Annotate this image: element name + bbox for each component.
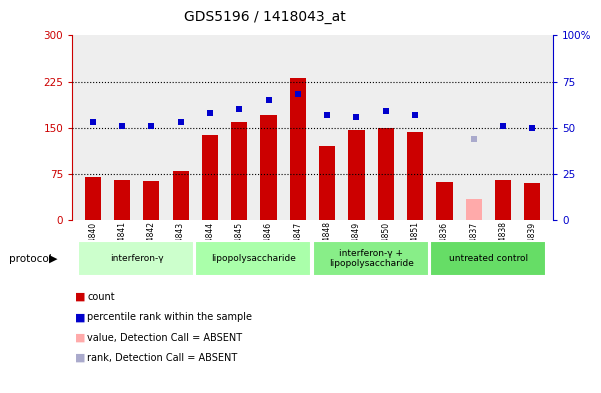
- Bar: [436, 182, 453, 220]
- Text: GDS5196 / 1418043_at: GDS5196 / 1418043_at: [183, 10, 346, 24]
- Bar: [78, 241, 194, 276]
- Bar: [466, 198, 482, 220]
- Bar: [143, 181, 159, 220]
- Bar: [524, 183, 540, 220]
- Bar: [85, 177, 101, 220]
- Text: untreated control: untreated control: [449, 254, 528, 263]
- Text: interferon-γ: interferon-γ: [110, 254, 163, 263]
- Bar: [260, 116, 276, 220]
- Text: count: count: [87, 292, 115, 302]
- Text: ■: ■: [75, 353, 85, 363]
- Bar: [195, 241, 311, 276]
- Text: value, Detection Call = ABSENT: value, Detection Call = ABSENT: [87, 332, 242, 343]
- Text: percentile rank within the sample: percentile rank within the sample: [87, 312, 252, 322]
- Text: interferon-γ +
lipopolysaccharide: interferon-γ + lipopolysaccharide: [329, 249, 413, 268]
- Bar: [378, 128, 394, 220]
- Bar: [172, 171, 189, 220]
- Bar: [319, 146, 335, 220]
- Bar: [202, 135, 218, 220]
- Bar: [231, 121, 247, 220]
- Text: ■: ■: [75, 312, 85, 322]
- Text: lipopolysaccharide: lipopolysaccharide: [212, 254, 296, 263]
- Text: ■: ■: [75, 292, 85, 302]
- Bar: [313, 241, 429, 276]
- Text: ▶: ▶: [49, 253, 58, 264]
- Text: rank, Detection Call = ABSENT: rank, Detection Call = ABSENT: [87, 353, 237, 363]
- Bar: [114, 180, 130, 220]
- Bar: [407, 132, 423, 220]
- Text: ■: ■: [75, 332, 85, 343]
- Bar: [349, 130, 365, 220]
- Bar: [430, 241, 546, 276]
- Text: protocol: protocol: [9, 253, 52, 264]
- Bar: [495, 180, 511, 220]
- Bar: [290, 79, 306, 220]
